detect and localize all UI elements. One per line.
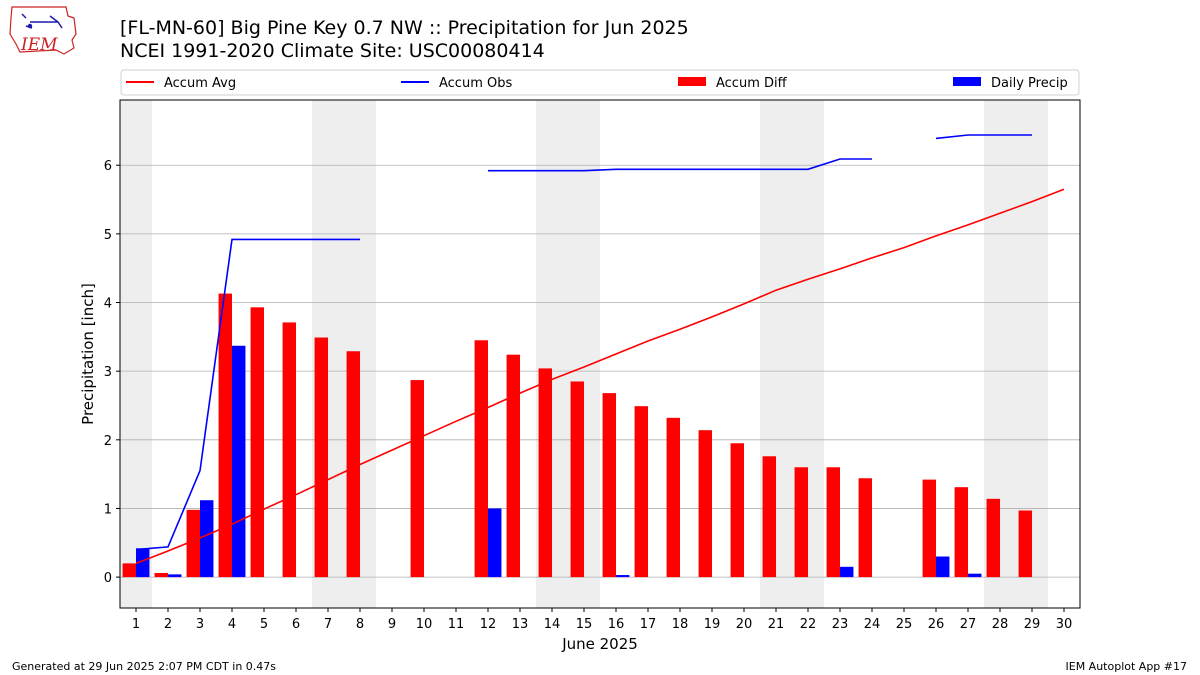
x-tick-label: 7 [324,617,332,632]
diff-bar [154,572,168,578]
y-tick-label: 2 [104,434,112,449]
legend: Accum Avg Accum Obs Accum Diff Daily Precip [120,69,1080,96]
x-tick-label: 20 [736,617,753,632]
x-axis-label: June 2025 [561,635,638,653]
iem-logo: IEM [9,6,77,55]
x-tick-label: 26 [928,617,945,632]
logo-text: IEM [20,35,58,55]
diff-bar [186,509,200,578]
diff-bar [954,487,968,578]
legend-label: Accum Avg [164,76,236,91]
diff-bar [570,381,584,578]
daily-bar [136,548,150,578]
x-tick-label: 1 [132,617,140,632]
legend-label: Daily Precip [991,76,1068,91]
x-tick-label: 10 [416,617,433,632]
daily-bar [488,508,502,578]
x-tick-label: 6 [292,617,300,632]
diff-bar [282,322,296,578]
diff-bar [474,340,488,578]
x-tick-label: 28 [992,617,1009,632]
daily-bar [936,556,950,578]
accum-avg-line [135,188,1065,565]
y-tick-label: 1 [104,502,112,517]
x-tick-label: 2 [164,617,172,632]
daily-bar [840,566,854,578]
diff-bar [250,307,264,578]
daily-bar [168,574,182,578]
x-tick-label: 21 [768,617,785,632]
legend-label: Accum Obs [439,76,512,91]
x-tick-label: 15 [576,617,593,632]
diff-bar [506,354,520,578]
diff-bar [218,293,232,578]
chart-subtitle: NCEI 1991-2020 Climate Site: USC00080414 [120,40,545,62]
diff-bar [666,417,680,578]
diff-bar [634,406,648,578]
legend-box [120,69,1080,96]
x-tick-label: 24 [864,617,881,632]
x-tick-label: 17 [640,617,657,632]
weekend-band [120,100,152,608]
x-tick-label: 25 [896,617,913,632]
daily-bar [616,575,630,578]
app-footer: IEM Autoplot App #17 [1065,660,1188,673]
y-tick-label: 0 [104,571,112,586]
x-tick-label: 29 [1024,617,1041,632]
daily-bar [968,573,982,578]
x-tick-label: 4 [228,617,236,632]
x-tick-label: 9 [388,617,396,632]
diff-bar [826,467,840,578]
diff-bar [410,380,424,578]
x-tick-label: 22 [800,617,817,632]
plot-frame [119,99,1081,609]
x-tick-label: 18 [672,617,689,632]
x-tick-label: 14 [544,617,561,632]
x-tick-label: 13 [512,617,529,632]
daily-bar [200,500,214,578]
diff-bar [794,467,808,578]
diff-bar [986,498,1000,578]
x-tick-label: 16 [608,617,625,632]
x-tick-label: 8 [356,617,364,632]
y-tick-label: 5 [104,228,112,243]
diff-bar [314,337,328,578]
x-tick-label: 30 [1056,617,1073,632]
diff-bar [858,478,872,578]
legend-swatch [678,77,706,86]
diff-bar [538,368,552,578]
x-tick-label: 5 [260,617,268,632]
diff-bar [922,479,936,578]
diff-bar [1018,510,1032,578]
x-tick-label: 3 [196,617,204,632]
diff-bar [762,456,776,578]
diff-bar [122,563,136,578]
generated-footer: Generated at 29 Jun 2025 2:07 PM CDT in … [12,660,277,673]
y-tick-label: 3 [104,365,112,380]
diff-bar [346,351,360,578]
diff-bar [730,443,744,578]
x-tick-label: 12 [480,617,497,632]
x-tick-label: 11 [448,617,465,632]
chart-title: [FL-MN-60] Big Pine Key 0.7 NW :: Precip… [120,17,689,39]
legend-swatch [953,77,981,86]
y-axis-label: Precipitation [inch] [79,283,97,425]
y-tick-label: 6 [104,159,112,174]
diff-bar [698,430,712,578]
x-tick-label: 23 [832,617,849,632]
x-tick-label: 27 [960,617,977,632]
diff-bar [602,393,616,578]
x-tick-label: 19 [704,617,721,632]
legend-label: Accum Diff [716,76,788,91]
daily-bar [232,345,246,578]
y-tick-label: 4 [104,297,112,312]
accum-obs-line [135,134,1032,551]
